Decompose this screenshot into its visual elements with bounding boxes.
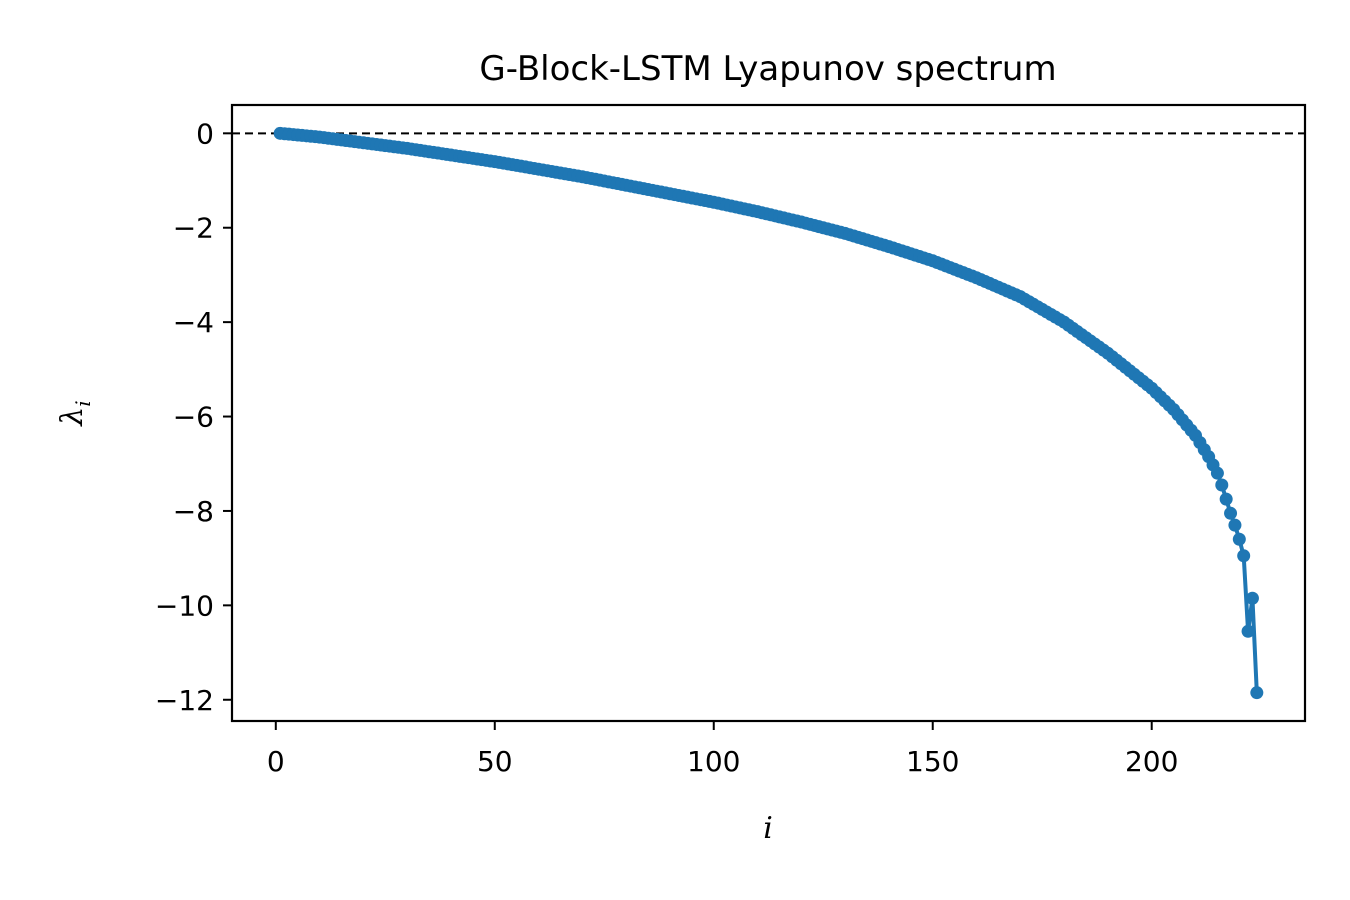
y-tick-label: −12	[155, 684, 214, 717]
x-axis: 0 50 100 150 200	[267, 721, 1178, 778]
y-tick-label: −6	[173, 401, 214, 434]
data-point	[1215, 478, 1229, 492]
data-point	[1237, 549, 1251, 563]
data-point	[1210, 466, 1224, 480]
x-tick-label: 200	[1125, 745, 1178, 778]
y-axis-label-sub: i	[71, 400, 95, 406]
y-tick-label: −8	[173, 495, 214, 528]
data-point	[1245, 591, 1259, 605]
x-tick-label: 150	[906, 745, 959, 778]
data-point	[1241, 624, 1255, 638]
y-tick-label: −2	[173, 212, 214, 245]
plot-frame	[230, 103, 1307, 723]
x-tick-label: 0	[267, 745, 285, 778]
data-point	[1228, 518, 1242, 532]
y-tick-label: −4	[173, 306, 214, 339]
y-tick-label: 0	[196, 117, 214, 150]
y-axis: 0 −2 −4 −6 −8 −10 −12	[155, 117, 232, 717]
x-tick-label: 50	[477, 745, 513, 778]
series-layer	[273, 126, 1264, 700]
data-point	[1232, 532, 1246, 546]
y-axis-label: λi	[55, 400, 95, 426]
x-tick-label: 100	[687, 745, 740, 778]
chart-title: G-Block-LSTM Lyapunov spectrum	[479, 49, 1056, 89]
data-point	[1224, 506, 1238, 520]
y-axis-label-main: λ	[55, 407, 90, 427]
data-point	[1219, 492, 1233, 506]
y-tick-label: −10	[155, 589, 214, 622]
data-point	[1250, 686, 1264, 700]
x-axis-label: i	[763, 811, 773, 846]
